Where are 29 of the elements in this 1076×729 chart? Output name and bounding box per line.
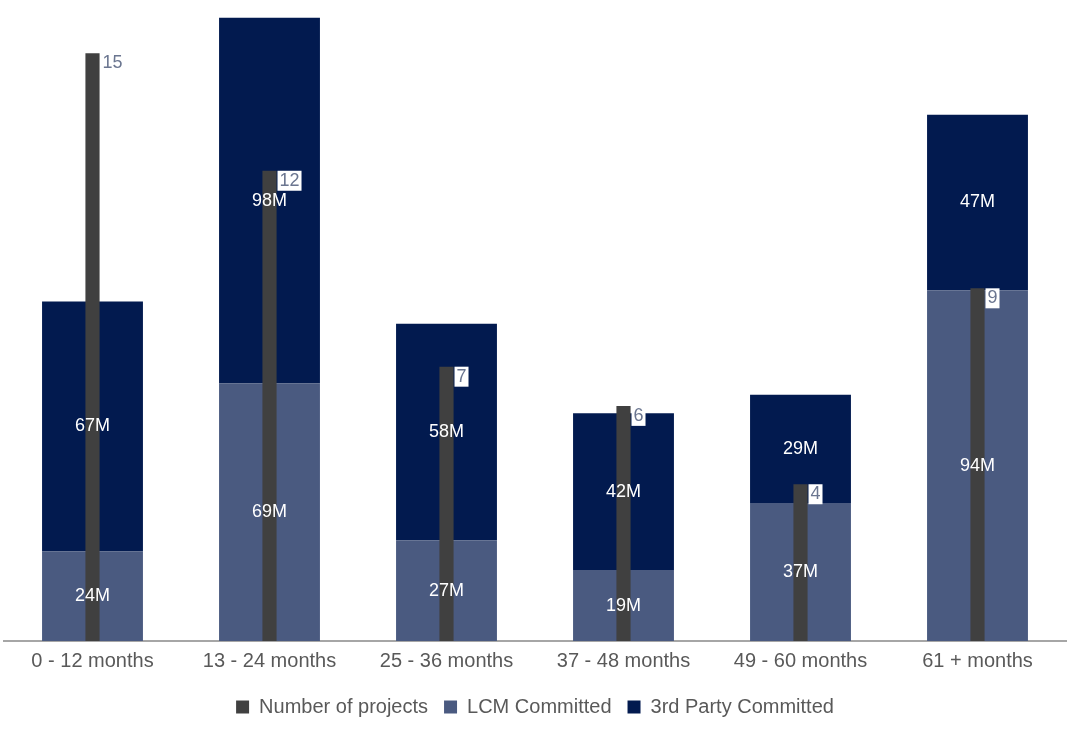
data-label: 94M [959, 454, 996, 475]
data-label: 29M [782, 437, 819, 458]
data-label: 98M [251, 189, 288, 210]
data-label: 19M [605, 594, 642, 615]
data-label: 15 [102, 52, 123, 73]
legend-label: LCM Committed [467, 694, 612, 717]
x-tick-label: 49 - 60 months [733, 648, 868, 671]
data-label: 24M [74, 585, 111, 606]
x-tick-label: 13 - 24 months [202, 648, 337, 671]
legend-label: Number of projects [259, 694, 429, 717]
bar [750, 394, 851, 503]
data-label: 67M [74, 415, 111, 436]
data-label: 58M [428, 420, 465, 441]
data-label: 9 [987, 287, 998, 308]
data-label: 12 [279, 169, 300, 190]
data-label: 4 [810, 483, 821, 504]
legend-label: 3rd Party Committed [650, 694, 834, 717]
x-tick-label: 37 - 48 months [556, 648, 691, 671]
data-label: 37M [782, 560, 819, 581]
x-tick-label: 61 + months [922, 648, 1033, 671]
data-label: 7 [456, 365, 467, 386]
data-label: 69M [251, 501, 288, 522]
data-label: 42M [605, 480, 642, 501]
data-label: 27M [428, 579, 465, 600]
x-tick-label: 25 - 36 months [379, 648, 514, 671]
x-tick-label: 0 - 12 months [31, 648, 154, 671]
data-label: 6 [633, 404, 644, 425]
bar [927, 114, 1028, 291]
data-label: 47M [959, 191, 996, 212]
